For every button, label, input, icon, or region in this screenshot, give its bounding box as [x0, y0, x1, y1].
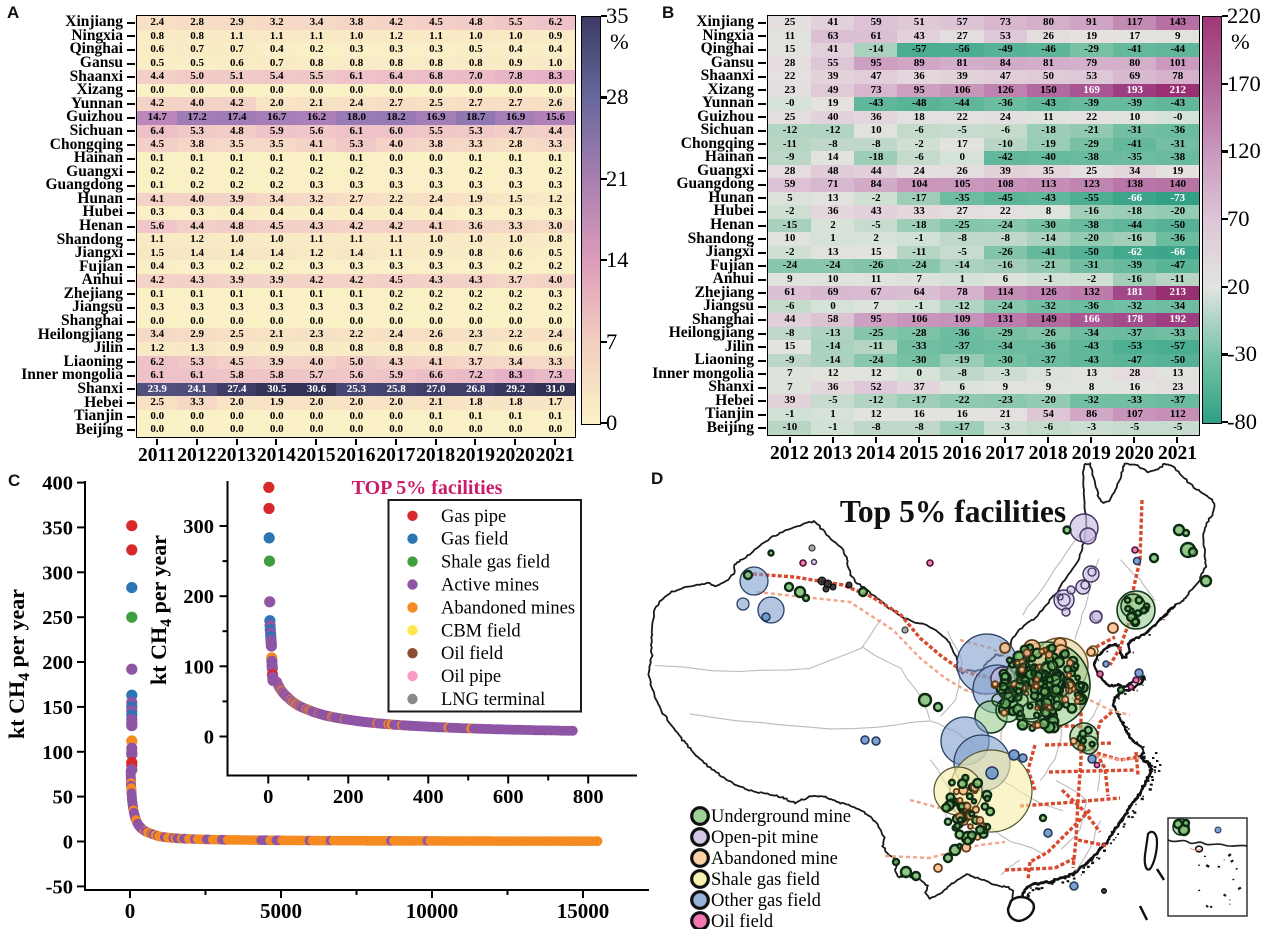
svg-text:Shale gas field: Shale gas field	[711, 870, 821, 890]
svg-text:Underground mine: Underground mine	[711, 807, 851, 827]
svg-text:0: 0	[263, 786, 273, 808]
svg-text:600: 600	[493, 786, 524, 808]
svg-text:kt CH4 per year: kt CH4 per year	[4, 589, 33, 739]
svg-text:0: 0	[63, 832, 73, 854]
svg-text:400: 400	[42, 473, 73, 495]
svg-text:Abandoned mines: Abandoned mines	[441, 598, 575, 618]
svg-text:800: 800	[573, 786, 604, 808]
svg-text:-50: -50	[46, 876, 73, 898]
svg-text:Active mines: Active mines	[441, 576, 539, 596]
svg-text:LNG terminal: LNG terminal	[441, 690, 545, 710]
svg-text:CBM field: CBM field	[441, 621, 521, 641]
svg-text:10000: 10000	[406, 899, 459, 923]
svg-text:Open-pit mine: Open-pit mine	[711, 828, 818, 848]
svg-text:300: 300	[183, 516, 214, 538]
svg-text:Top 5% facilities: Top 5% facilities	[840, 494, 1066, 529]
svg-text:Gas pipe: Gas pipe	[441, 507, 506, 527]
svg-text:400: 400	[413, 786, 444, 808]
svg-text:150: 150	[42, 697, 73, 719]
svg-text:Oil pipe: Oil pipe	[441, 667, 501, 687]
svg-text:200: 200	[183, 586, 214, 608]
svg-text:5000: 5000	[260, 899, 302, 923]
svg-text:250: 250	[42, 607, 73, 629]
svg-text:kt CH4 per year: kt CH4 per year	[146, 535, 175, 685]
svg-text:Abandoned mine: Abandoned mine	[711, 849, 838, 869]
svg-text:Gas field: Gas field	[441, 530, 509, 550]
svg-text:200: 200	[333, 786, 364, 808]
svg-text:200: 200	[42, 652, 73, 674]
svg-text:Other gas field: Other gas field	[711, 891, 822, 911]
svg-text:100: 100	[183, 656, 214, 678]
svg-text:100: 100	[42, 742, 73, 764]
svg-text:Oil field: Oil field	[441, 644, 504, 664]
svg-text:Oil field: Oil field	[711, 912, 774, 929]
svg-text:300: 300	[42, 562, 73, 584]
svg-text:15000: 15000	[557, 899, 610, 923]
svg-text:TOP 5% facilities: TOP 5% facilities	[352, 477, 503, 499]
svg-text:Shale gas field: Shale gas field	[441, 553, 551, 573]
svg-text:50: 50	[53, 787, 74, 809]
svg-text:350: 350	[42, 517, 73, 539]
svg-text:0: 0	[204, 727, 214, 749]
svg-text:0: 0	[125, 899, 136, 923]
